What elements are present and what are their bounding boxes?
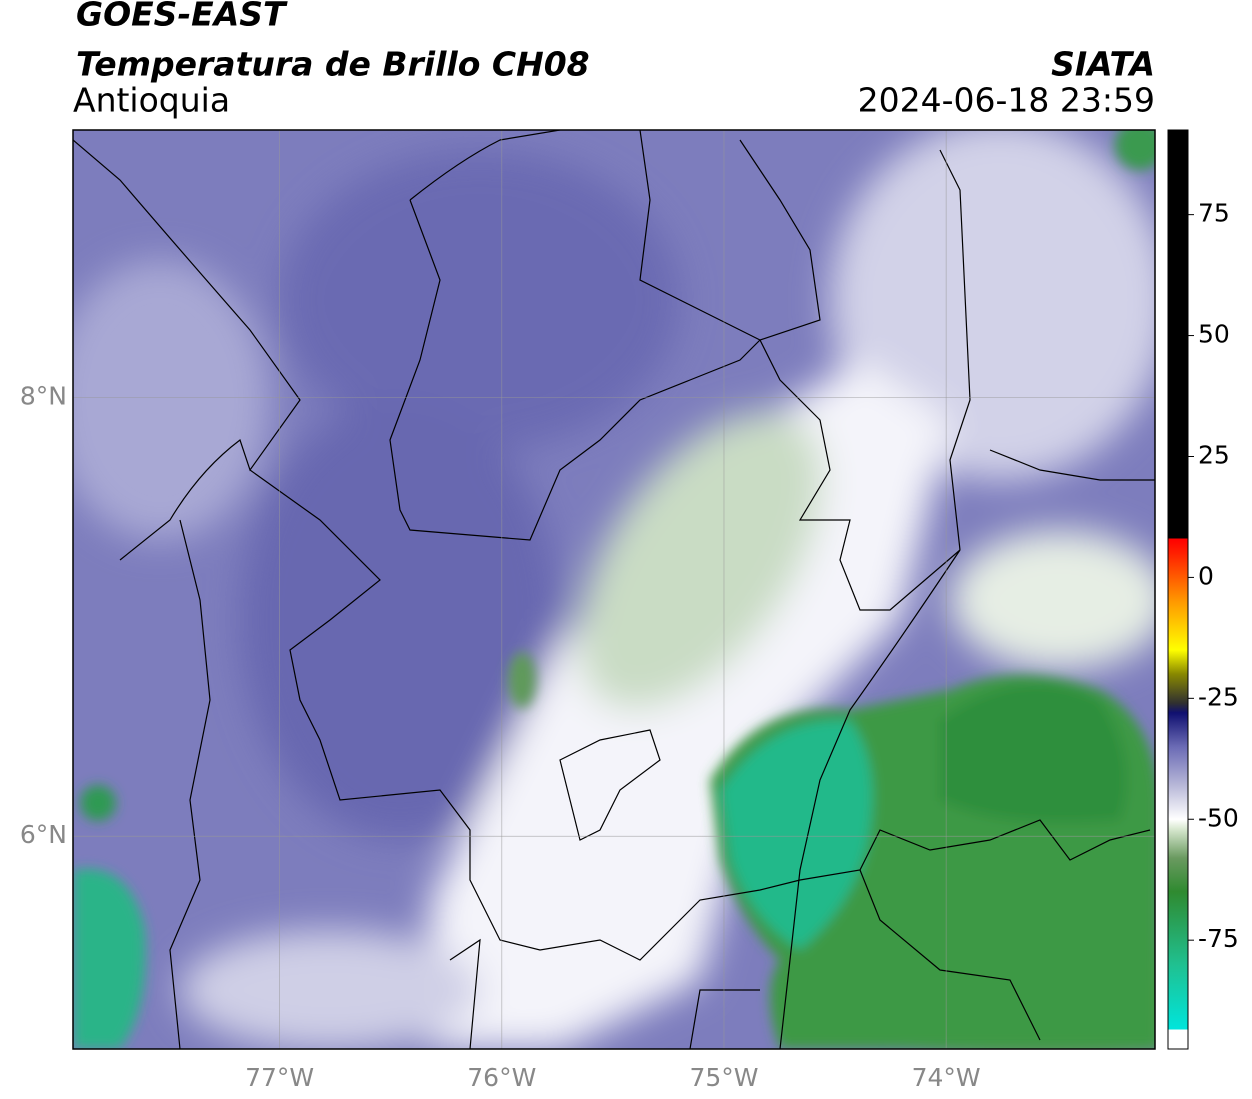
title: GOES-EAST — [76, 0, 288, 34]
colorbar — [1167, 129, 1189, 1050]
borders — [73, 130, 1155, 1049]
subtitle: Temperatura de Brillo CH08 — [76, 45, 590, 84]
grid — [73, 130, 1155, 1049]
x-tick-label: 74°W — [912, 1063, 981, 1092]
satellite-image — [73, 130, 1155, 1049]
colorbar-tick-label: 75 — [1198, 199, 1230, 228]
region: Antioquia — [73, 81, 230, 120]
y-tick-label: 6°N — [20, 820, 67, 849]
x-tick-label: 77°W — [245, 1063, 314, 1092]
x-tick-label: 75°W — [689, 1063, 758, 1092]
map-frame — [72, 129, 1156, 1050]
timestamp: 2024-06-18 23:59 — [858, 81, 1155, 120]
colorbar-tick-label: -75 — [1198, 924, 1239, 953]
colorbar-tick-label: 25 — [1198, 440, 1230, 469]
colorbar-tick-label: -25 — [1198, 682, 1239, 711]
source: SIATA — [1051, 45, 1155, 84]
y-tick-label: 8°N — [20, 382, 67, 411]
colorbar-tick-label: 50 — [1198, 320, 1230, 349]
x-tick-label: 76°W — [467, 1063, 536, 1092]
colorbar-tick-label: -50 — [1198, 803, 1239, 832]
colorbar-tick-label: 0 — [1198, 561, 1214, 590]
